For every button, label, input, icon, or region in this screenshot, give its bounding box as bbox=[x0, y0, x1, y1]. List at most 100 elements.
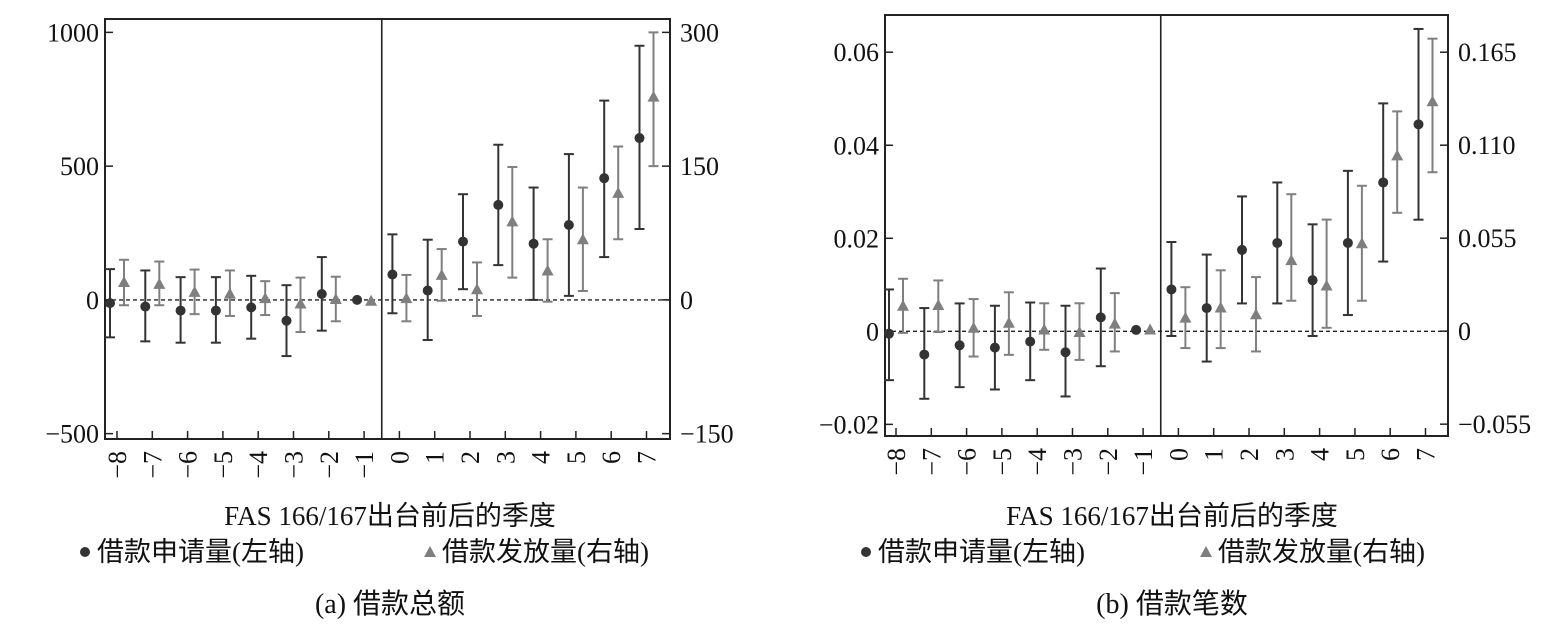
x-tick-label: 7 bbox=[1412, 448, 1441, 461]
point-loan-applications bbox=[528, 238, 539, 249]
point-loan-originations bbox=[259, 292, 272, 304]
point-loan-originations bbox=[223, 287, 236, 299]
point-loan-applications bbox=[954, 340, 965, 351]
point-loan-applications bbox=[387, 269, 398, 280]
panel-caption: (b) 借款笔数 bbox=[1096, 588, 1248, 620]
point-loan-applications bbox=[634, 133, 645, 144]
point-loan-applications bbox=[563, 219, 574, 230]
point-loan-originations bbox=[153, 277, 166, 289]
point-loan-originations bbox=[932, 298, 945, 310]
x-tick-label: 3 bbox=[491, 451, 520, 464]
point-loan-originations bbox=[897, 299, 909, 311]
x-tick-label: −2 bbox=[1094, 448, 1123, 476]
legend-triangle-marker bbox=[1200, 546, 1212, 557]
point-loan-applications bbox=[884, 328, 894, 339]
right-tick-label: 0.110 bbox=[1458, 131, 1516, 160]
x-tick-label: 5 bbox=[562, 451, 591, 464]
x-tick-label: 2 bbox=[1235, 448, 1264, 461]
point-loan-applications bbox=[105, 298, 115, 309]
point-loan-originations bbox=[1250, 308, 1262, 320]
x-tick-label: 0 bbox=[1164, 448, 1193, 461]
point-loan-originations bbox=[1108, 317, 1121, 329]
point-loan-originations bbox=[1038, 323, 1051, 335]
point-loan-applications bbox=[493, 199, 504, 210]
x-tick-label: 7 bbox=[633, 451, 662, 464]
point-loan-originations bbox=[1144, 323, 1157, 335]
point-loan-applications bbox=[1025, 336, 1036, 347]
point-loan-applications bbox=[281, 315, 292, 326]
point-loan-applications bbox=[1413, 119, 1424, 130]
x-tick-label: −7 bbox=[138, 451, 167, 479]
right-tick-label: 150 bbox=[680, 152, 719, 181]
legend-triangle-marker bbox=[424, 546, 436, 557]
point-loan-applications bbox=[599, 173, 610, 184]
x-tick-label: 6 bbox=[597, 451, 626, 464]
point-loan-originations bbox=[188, 285, 201, 297]
point-loan-originations bbox=[1073, 326, 1086, 338]
legend-label: 借款发放量(右轴) bbox=[442, 537, 649, 567]
x-tick-label: −3 bbox=[280, 451, 309, 479]
point-loan-originations bbox=[1320, 279, 1333, 291]
point-loan-originations bbox=[576, 233, 589, 245]
right-tick-label: 0.055 bbox=[1458, 224, 1517, 253]
x-tick-label: −3 bbox=[1059, 448, 1088, 476]
right-tick-label: −0.055 bbox=[1458, 410, 1531, 439]
point-loan-originations bbox=[294, 297, 307, 309]
x-tick-label: 3 bbox=[1270, 448, 1299, 461]
x-tick-label: 1 bbox=[1200, 448, 1229, 461]
left-tick-label: 0.02 bbox=[834, 224, 880, 253]
left-tick-label: −500 bbox=[45, 420, 99, 449]
point-loan-originations bbox=[1002, 316, 1015, 328]
left-tick-label: 1000 bbox=[47, 18, 99, 47]
right-tick-label: 0.165 bbox=[1458, 38, 1517, 67]
point-loan-applications bbox=[210, 305, 221, 316]
point-loan-applications bbox=[175, 305, 186, 316]
point-loan-originations bbox=[118, 276, 130, 288]
point-loan-applications bbox=[1307, 275, 1318, 286]
x-tick-label: −7 bbox=[917, 448, 946, 476]
legend-label: 借款发放量(右轴) bbox=[1218, 537, 1425, 567]
plot-frame bbox=[104, 18, 671, 440]
x-tick-label: −8 bbox=[882, 448, 911, 476]
left-tick-label: 0.06 bbox=[834, 38, 880, 67]
point-loan-applications bbox=[246, 302, 257, 313]
x-tick-label: −4 bbox=[244, 451, 273, 479]
x-tick-label: 6 bbox=[1376, 448, 1405, 461]
right-tick-label: 0 bbox=[680, 286, 693, 315]
plot-frame bbox=[884, 14, 1449, 437]
point-loan-originations bbox=[1214, 301, 1227, 313]
x-tick-label: −4 bbox=[1023, 448, 1052, 476]
x-tick-label: −5 bbox=[988, 448, 1017, 476]
point-loan-applications bbox=[919, 349, 930, 360]
point-loan-originations bbox=[471, 283, 483, 295]
point-loan-originations bbox=[435, 268, 448, 280]
left-tick-label: −0.02 bbox=[819, 410, 879, 439]
x-tick-label: 1 bbox=[421, 451, 450, 464]
legend-circle-marker bbox=[80, 547, 90, 557]
point-loan-originations bbox=[329, 293, 342, 304]
x-tick-label: −6 bbox=[174, 451, 203, 479]
point-loan-applications bbox=[1342, 237, 1353, 248]
right-tick-label: −150 bbox=[680, 420, 734, 449]
point-loan-applications bbox=[140, 301, 151, 312]
point-loan-originations bbox=[1391, 149, 1404, 161]
left-tick-label: 0 bbox=[866, 317, 879, 346]
x-tick-label: 0 bbox=[385, 451, 414, 464]
x-tick-label: 2 bbox=[456, 451, 485, 464]
x-tick-label: 4 bbox=[527, 451, 556, 464]
left-tick-label: 0 bbox=[86, 286, 99, 315]
legend-circle-marker bbox=[861, 547, 871, 557]
right-tick-label: 300 bbox=[680, 18, 719, 47]
chart-panel-b: 0.06 0.04 0.02 0 −0.02 0.165 0.110 0.055 0 −0.055… bbox=[819, 14, 1531, 620]
x-tick-label: −1 bbox=[350, 451, 379, 479]
point-loan-originations bbox=[1355, 237, 1368, 249]
point-loan-originations bbox=[400, 292, 413, 304]
point-loan-applications bbox=[989, 342, 1000, 353]
point-loan-applications bbox=[458, 236, 468, 247]
point-loan-originations bbox=[365, 294, 378, 306]
x-tick-label: −6 bbox=[953, 448, 982, 476]
point-loan-originations bbox=[506, 215, 519, 227]
x-axis-label: FAS 166/167出台前后的季度 bbox=[1006, 501, 1338, 531]
point-loan-originations bbox=[1426, 95, 1439, 107]
